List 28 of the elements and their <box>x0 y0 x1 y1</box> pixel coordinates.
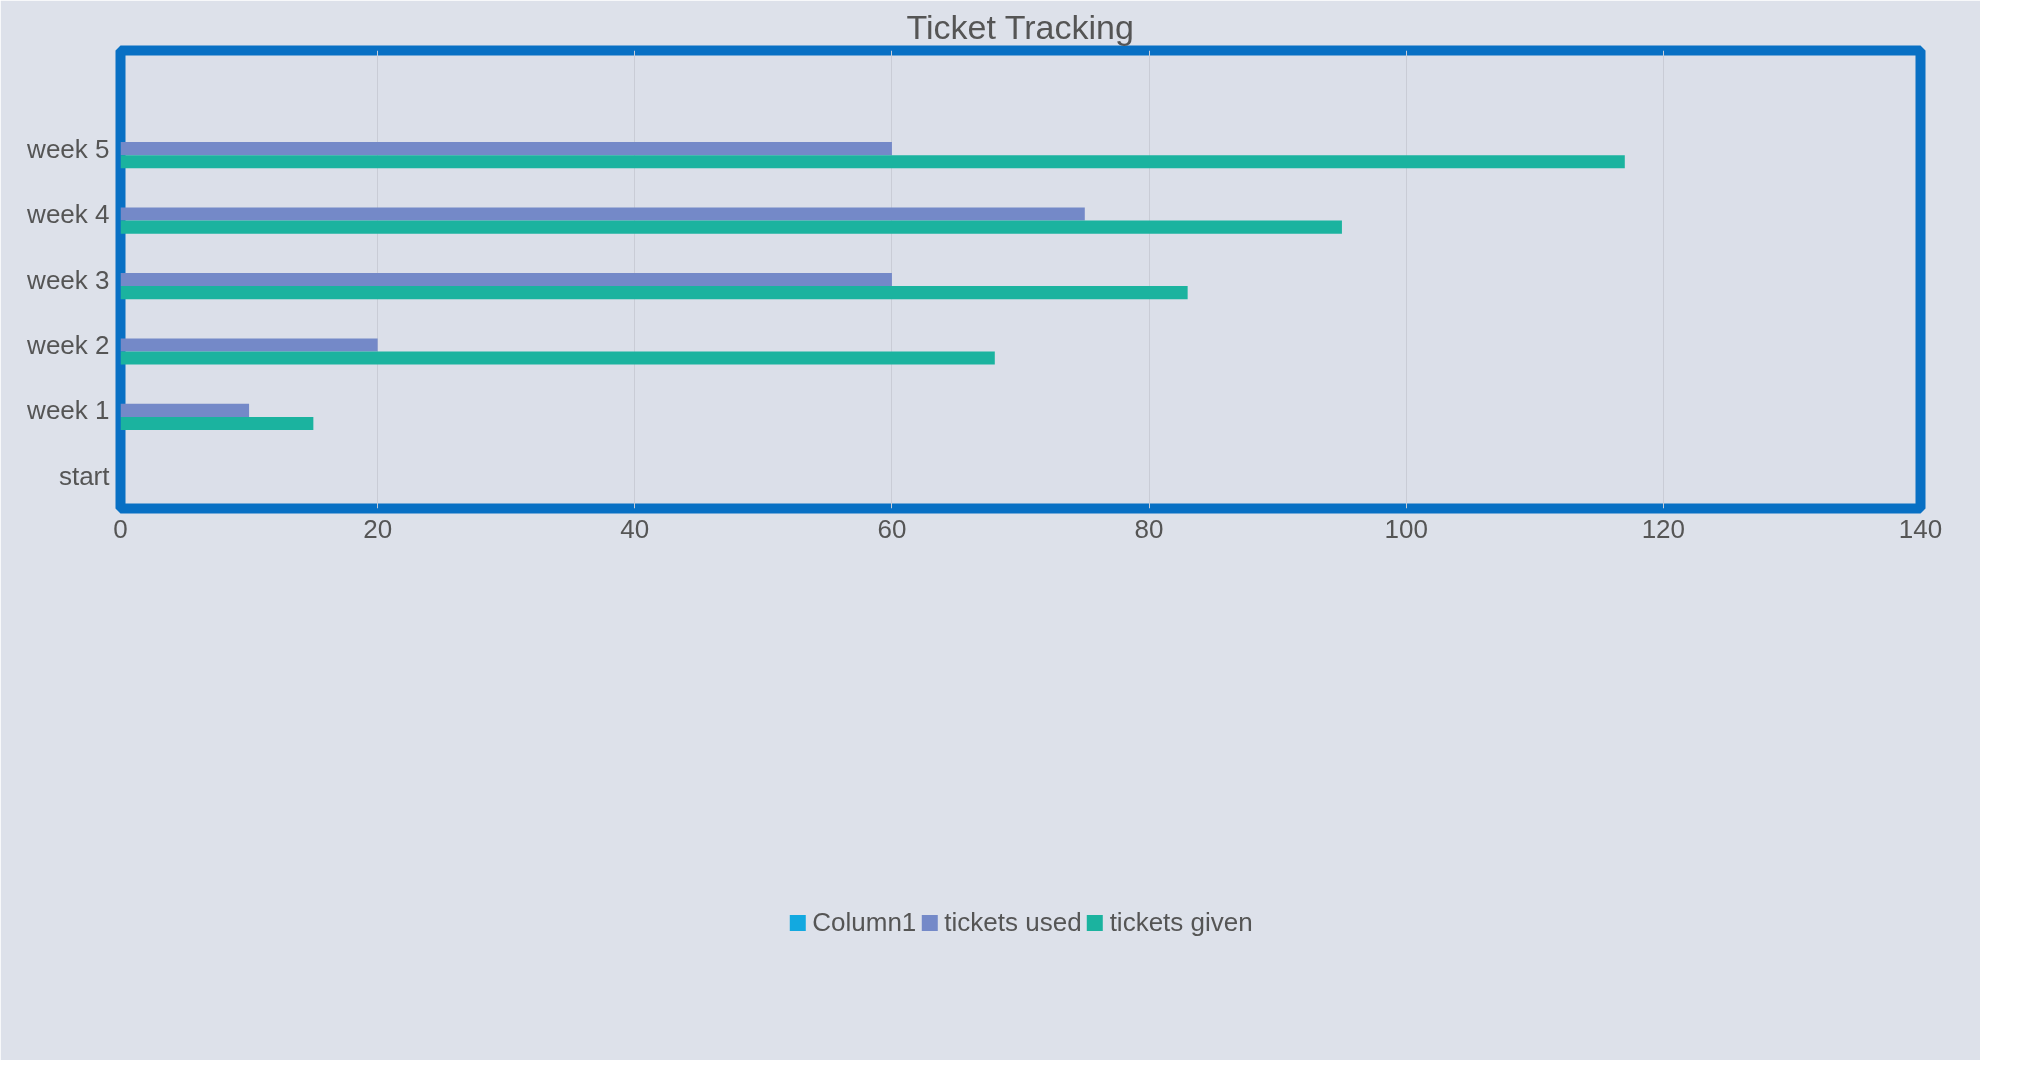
x-tick-label: 60 <box>877 513 907 544</box>
bar <box>120 286 1188 300</box>
bar <box>120 142 892 156</box>
bar <box>120 155 1625 169</box>
legend-label: tickets used <box>944 906 1082 938</box>
x-tick-label: 80 <box>1134 513 1164 544</box>
bar <box>120 351 995 365</box>
chart-title: Ticket Tracking <box>906 7 1134 46</box>
legend-label: tickets given <box>1109 906 1253 938</box>
bar <box>120 207 1085 221</box>
x-tick-label: 40 <box>620 513 650 544</box>
x-tick-label: 140 <box>1898 513 1943 544</box>
legend-label: Column1 <box>812 906 917 938</box>
y-tick-label: week 5 <box>26 133 110 164</box>
bar <box>120 272 892 287</box>
bar <box>120 220 1342 234</box>
y-tick-label: start <box>58 460 111 491</box>
bar <box>120 403 250 417</box>
bar <box>120 338 378 352</box>
y-tick-label: week 1 <box>26 395 110 426</box>
x-tick-label: 100 <box>1384 513 1428 544</box>
y-tick-label: week 4 <box>26 199 110 230</box>
x-tick-label: 0 <box>113 513 128 544</box>
y-tick-label: week 2 <box>26 329 110 360</box>
y-tick-label: week 3 <box>26 264 110 295</box>
x-tick-label: 120 <box>1641 513 1686 544</box>
bar <box>120 416 314 430</box>
x-tick-label: 20 <box>363 513 393 544</box>
